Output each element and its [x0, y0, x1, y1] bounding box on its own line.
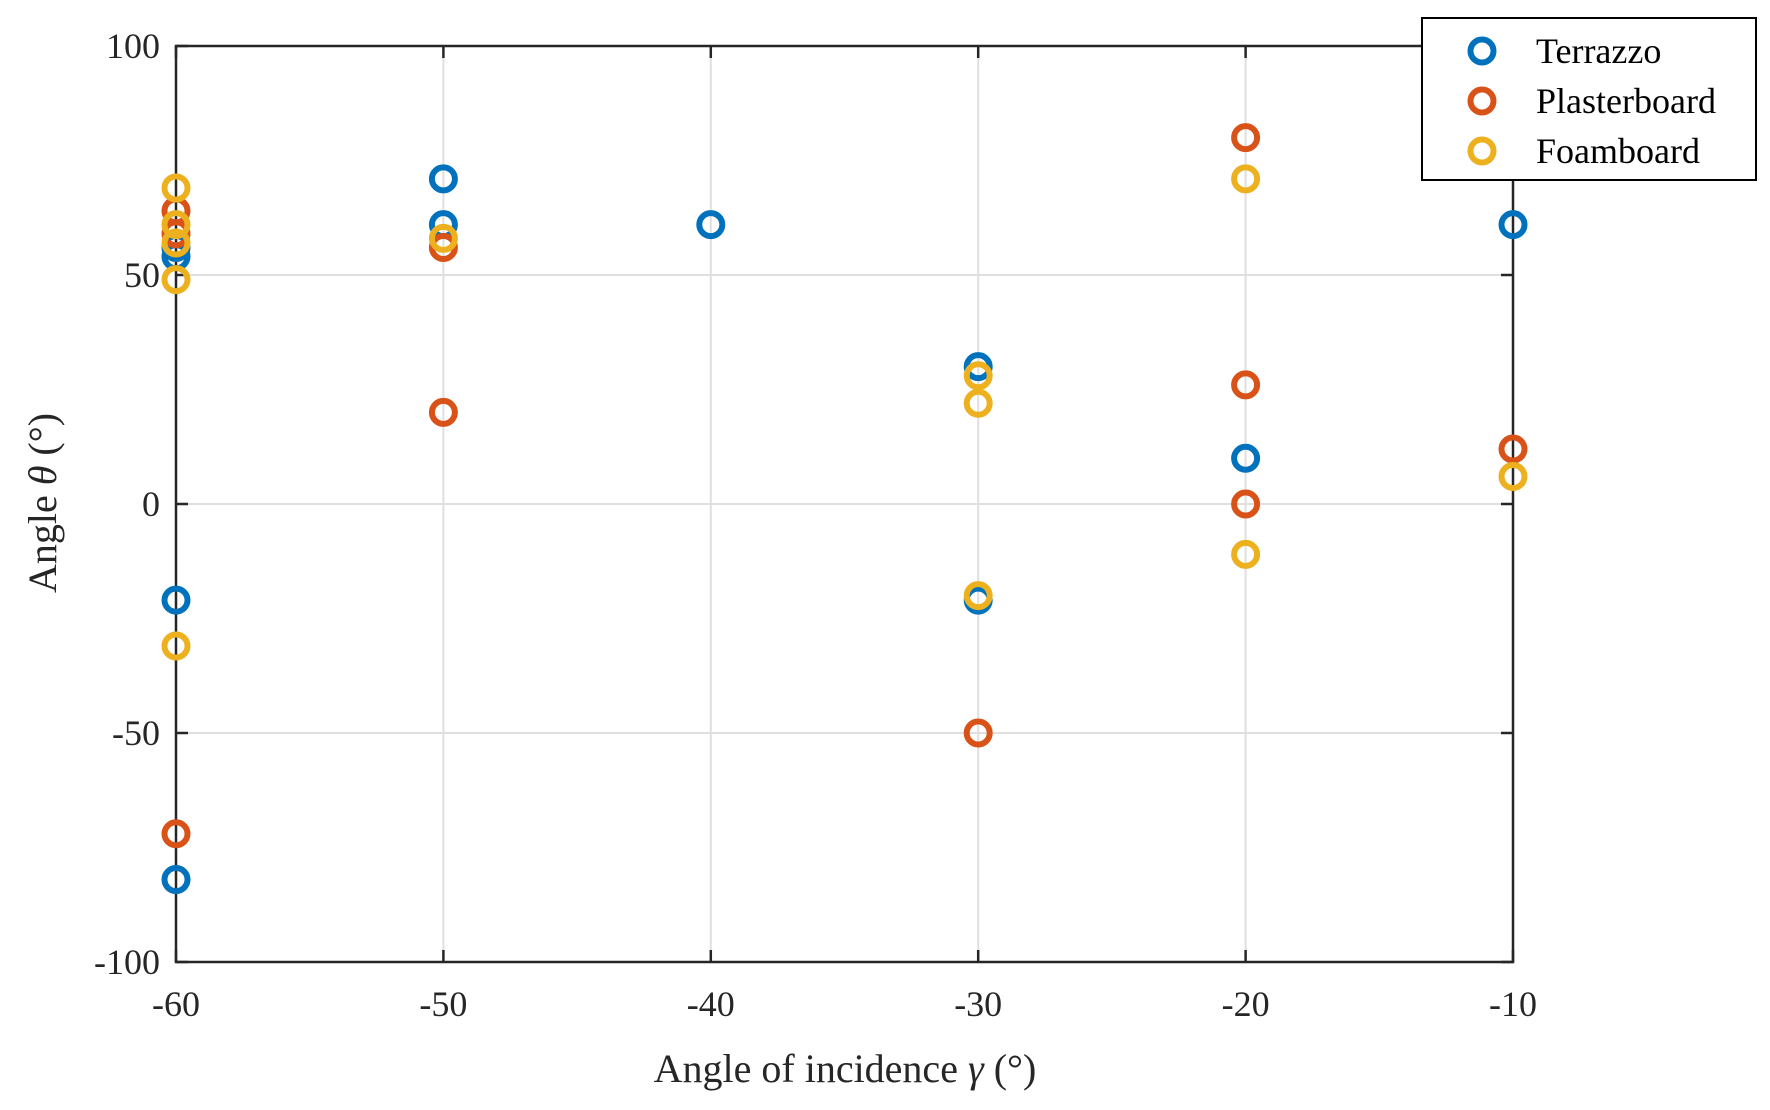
x-tick-label: -40 — [687, 984, 735, 1024]
point-foamboard — [963, 361, 993, 391]
x-axis-label-symbol: γ — [968, 1046, 985, 1091]
point-foamboard — [161, 173, 191, 203]
y-axis-label-prefix: Angle — [20, 485, 65, 593]
legend-marker-terrazzo — [1467, 36, 1497, 66]
point-terrazzo — [1231, 443, 1261, 473]
y-tick-label: -50 — [112, 713, 160, 753]
x-tick-label: -60 — [152, 984, 200, 1024]
point-plasterboard — [1231, 123, 1261, 153]
point-foamboard — [1231, 164, 1261, 194]
point-plasterboard — [1231, 489, 1261, 519]
point-foamboard — [1498, 462, 1528, 492]
point-plasterboard — [428, 233, 458, 263]
point-plasterboard — [963, 718, 993, 748]
x-axis-label-prefix: Angle of incidence — [654, 1046, 968, 1091]
point-terrazzo — [696, 210, 726, 240]
x-axis-label-suffix: (°) — [984, 1046, 1037, 1091]
point-foamboard — [161, 265, 191, 295]
legend-box — [1421, 17, 1757, 181]
point-plasterboard — [161, 819, 191, 849]
legend: Terrazzo Plasterboard Foamboard — [1421, 17, 1757, 181]
y-axis-label-suffix: (°) — [20, 413, 65, 466]
legend-marker-foamboard — [1467, 136, 1497, 166]
point-plasterboard — [428, 397, 458, 427]
point-foamboard — [963, 581, 993, 611]
point-foamboard — [161, 228, 191, 258]
point-terrazzo — [1498, 210, 1528, 240]
y-tick-label: 50 — [124, 255, 160, 295]
point-foamboard — [161, 210, 191, 240]
point-terrazzo — [161, 865, 191, 895]
point-plasterboard — [1498, 434, 1528, 464]
x-tick-label: -10 — [1489, 984, 1537, 1024]
point-terrazzo — [963, 352, 993, 382]
data-points — [161, 123, 1528, 895]
point-foamboard — [161, 631, 191, 661]
point-foamboard — [428, 223, 458, 253]
legend-marker-plasterboard — [1467, 86, 1497, 116]
tick-labels: -60 -50 -40 -30 -20 -10 -100 -50 0 50 100 — [94, 26, 1537, 1024]
point-plasterboard — [1231, 370, 1261, 400]
legend-label-foamboard: Foamboard — [1536, 131, 1700, 171]
point-foamboard — [1231, 539, 1261, 569]
point-terrazzo — [428, 164, 458, 194]
y-tick-label: 0 — [142, 484, 160, 524]
legend-label-plasterboard: Plasterboard — [1536, 81, 1716, 121]
tick-marks — [174, 44, 1515, 964]
x-tick-label: -30 — [954, 984, 1002, 1024]
legend-label-terrazzo: Terrazzo — [1536, 31, 1661, 71]
y-axis-label-symbol: θ — [20, 466, 65, 486]
y-axis-label: Angle θ (°) — [20, 413, 65, 593]
y-tick-label: -100 — [94, 942, 160, 982]
x-tick-label: -20 — [1222, 984, 1270, 1024]
point-plasterboard — [161, 219, 191, 249]
y-tick-label: 100 — [106, 26, 160, 66]
x-axis-label: Angle of incidence γ (°) — [654, 1046, 1037, 1091]
point-terrazzo — [161, 585, 191, 615]
x-tick-label: -50 — [419, 984, 467, 1024]
point-foamboard — [963, 388, 993, 418]
